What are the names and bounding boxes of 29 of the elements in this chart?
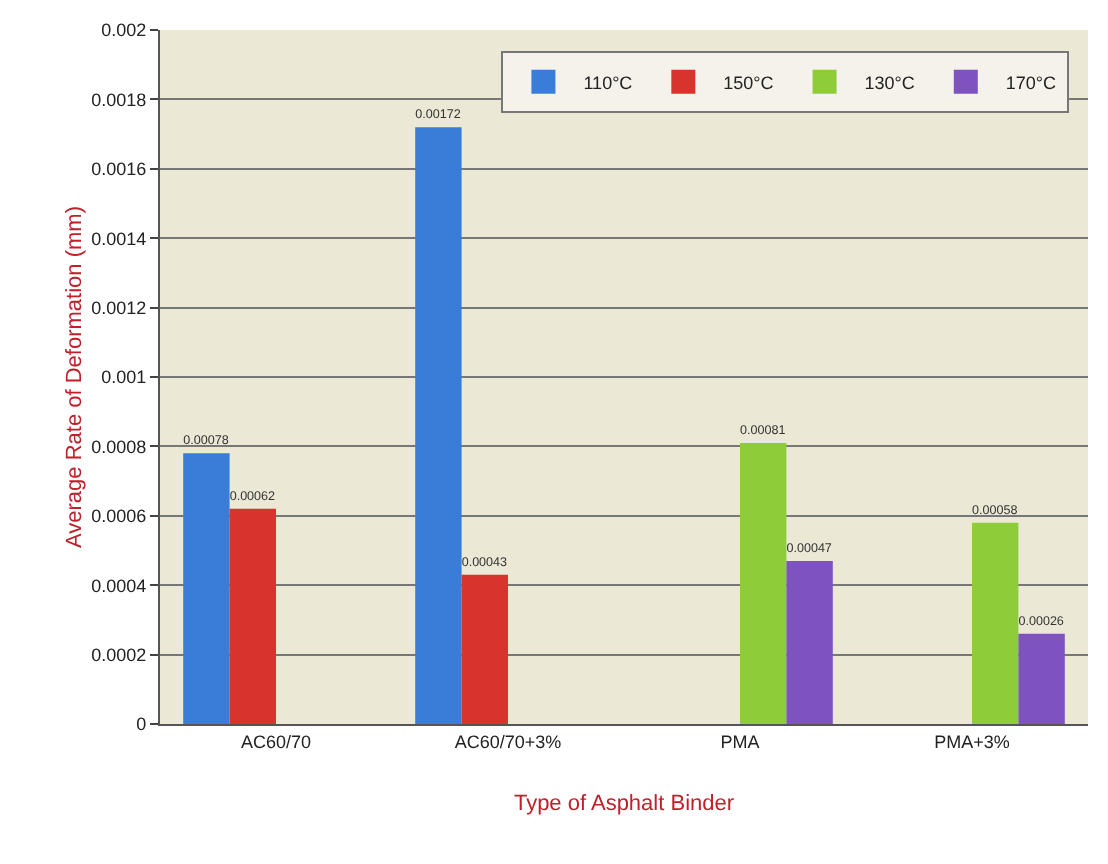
y-tick-label: 0.0006 [91,506,147,527]
legend-label: 170°C [1005,72,1058,93]
y-tick-label: 0 [136,714,147,735]
x-tick-label: AC60/70 [240,731,312,752]
y-tick-label: 0.0012 [91,297,147,318]
x-axis-title: Type of Asphalt Binder [513,792,735,816]
bar [1018,633,1065,724]
y-tick-label: 0.0018 [91,89,147,110]
y-axis-title: Average Rate of Deformation (mm) [63,206,88,548]
bar [972,522,1019,724]
x-tick-label: PMA+3% [934,731,1010,752]
bar [229,508,276,724]
y-tick-label: 0.0008 [91,436,147,457]
y-tick-label: 0.0004 [91,575,147,596]
legend-label: 110°C [583,72,634,93]
y-tick-label: 0.0014 [91,228,147,249]
bar [740,442,787,724]
bar [183,453,230,724]
bar [786,560,833,724]
bar [461,574,508,724]
x-tick-label: AC60/70+3% [454,731,562,752]
legend-label: 150°C [723,72,775,93]
y-tick-label: 0.0002 [91,644,147,665]
x-tick-label: PMA [720,731,760,752]
y-tick-label: 0.001 [101,367,147,388]
bar [415,127,462,724]
legend-label: 130°C [864,72,916,93]
y-tick-label: 0.0016 [91,159,147,180]
y-tick-label: 0.002 [101,20,147,41]
